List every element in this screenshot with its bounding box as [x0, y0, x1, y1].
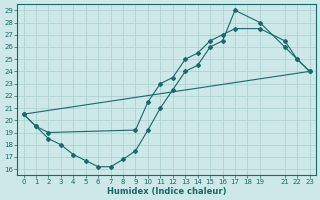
X-axis label: Humidex (Indice chaleur): Humidex (Indice chaleur) [107, 187, 226, 196]
